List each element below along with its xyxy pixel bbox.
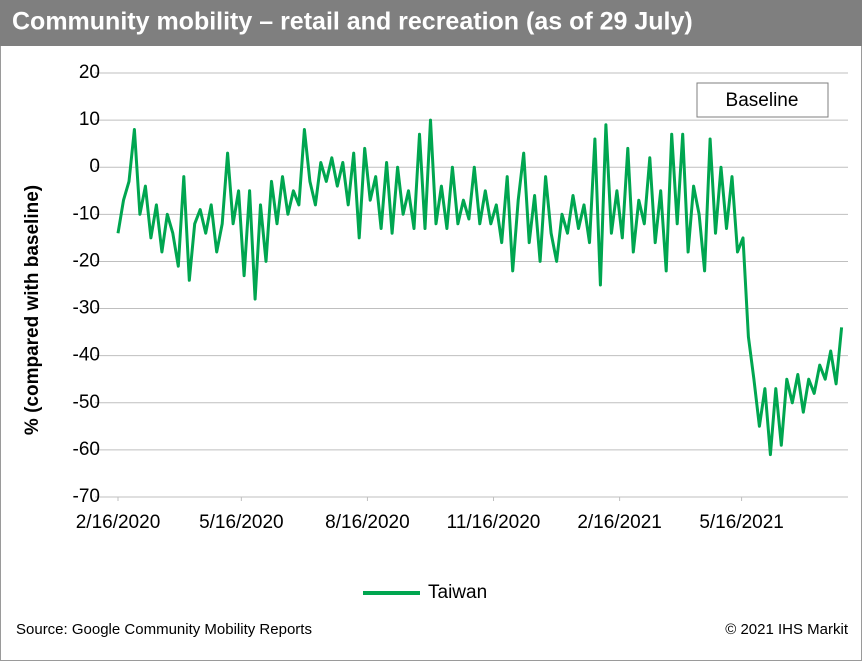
y-tick-label: 0: [89, 156, 100, 177]
y-tick-label: -20: [73, 250, 100, 271]
chart-title: Community mobility – retail and recreati…: [12, 8, 693, 36]
annotation-box: [696, 82, 829, 118]
y-tick-label: 10: [79, 109, 100, 130]
y-tick-label: -50: [73, 392, 100, 413]
y-tick-label: 20: [79, 62, 100, 83]
y-tick-label: -30: [73, 298, 100, 319]
legend-label: Taiwan: [428, 582, 487, 603]
copyright: © 2021 IHS Markit: [725, 621, 849, 638]
x-tick-label: 11/16/2020: [447, 512, 541, 533]
title-bar: [0, 0, 862, 46]
y-axis-label: % (compared with baseline): [22, 185, 43, 435]
y-tick-label: -40: [73, 345, 100, 366]
source: Source: Google Community Mobility Report…: [16, 621, 312, 638]
y-tick-label: -70: [73, 486, 100, 507]
x-tick-label: 8/16/2020: [325, 512, 410, 533]
x-tick-label: 5/16/2020: [199, 512, 284, 533]
y-tick-label: -10: [73, 203, 100, 224]
x-tick-label: 5/16/2021: [699, 512, 784, 533]
annotation: Baseline: [726, 90, 799, 111]
x-tick-label: 2/16/2021: [577, 512, 662, 533]
data-line: [116, 118, 844, 457]
y-tick-label: -60: [73, 439, 100, 460]
x-tick-label: 2/16/2020: [76, 512, 161, 533]
